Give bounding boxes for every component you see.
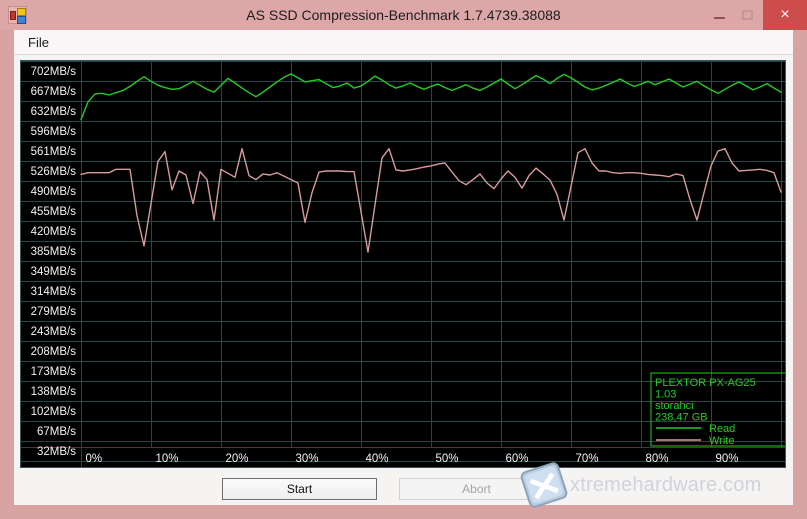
svg-text:90%: 90% [716, 453, 739, 465]
svg-text:596MB/s: 596MB/s [31, 126, 77, 138]
svg-text:67MB/s: 67MB/s [37, 426, 76, 438]
abort-button: Abort [399, 478, 554, 500]
svg-text:173MB/s: 173MB/s [31, 366, 77, 378]
svg-text:32MB/s: 32MB/s [37, 446, 76, 458]
app-icon-blue-square [17, 16, 26, 24]
svg-text:Write: Write [709, 435, 734, 447]
svg-text:60%: 60% [506, 453, 529, 465]
svg-text:238,47 GB: 238,47 GB [655, 412, 708, 424]
svg-text:385MB/s: 385MB/s [31, 246, 77, 258]
svg-text:138MB/s: 138MB/s [31, 386, 77, 398]
as-ssd-app-icon [8, 6, 27, 24]
svg-text:279MB/s: 279MB/s [31, 306, 77, 318]
maximize-icon [742, 10, 753, 20]
svg-text:702MB/s: 702MB/s [31, 66, 77, 78]
svg-text:30%: 30% [296, 453, 319, 465]
svg-text:80%: 80% [646, 453, 669, 465]
svg-text:420MB/s: 420MB/s [31, 226, 77, 238]
minimize-icon [714, 17, 725, 19]
app-icon-yellow-square [17, 8, 26, 16]
close-button[interactable]: × [763, 0, 807, 30]
svg-text:349MB/s: 349MB/s [31, 266, 77, 278]
svg-text:490MB/s: 490MB/s [31, 186, 77, 198]
chart-series [80, 73, 782, 253]
y-axis-labels: 702MB/s 667MB/s 632MB/s 596MB/s 561MB/s 526MB… [31, 66, 77, 458]
svg-text:314MB/s: 314MB/s [31, 286, 77, 298]
svg-text:526MB/s: 526MB/s [31, 166, 77, 178]
svg-text:40%: 40% [366, 453, 389, 465]
start-button[interactable]: Start [222, 478, 377, 500]
app-icon-red-square [10, 11, 16, 20]
svg-text:455MB/s: 455MB/s [31, 206, 77, 218]
benchmark-chart: 702MB/s 667MB/s 632MB/s 596MB/s 561MB/s 526MB… [20, 60, 786, 468]
minimize-button[interactable] [704, 0, 735, 30]
svg-text:0%: 0% [86, 453, 103, 465]
svg-text:208MB/s: 208MB/s [31, 346, 77, 358]
window-title: AS SSD Compression-Benchmark 1.7.4739.38… [246, 7, 561, 23]
menu-item-file[interactable]: File [28, 35, 49, 50]
svg-text:102MB/s: 102MB/s [31, 406, 77, 418]
svg-text:storahci: storahci [655, 400, 694, 412]
svg-text:561MB/s: 561MB/s [31, 146, 77, 158]
svg-text:50%: 50% [436, 453, 459, 465]
client-area: File 702MB/s 667MB/s 632MB/s 596MB/s 561MB/s… [14, 30, 793, 505]
svg-text:632MB/s: 632MB/s [31, 106, 77, 118]
chart-svg: 702MB/s 667MB/s 632MB/s 596MB/s 561MB/s 526MB… [21, 61, 785, 467]
svg-text:667MB/s: 667MB/s [31, 86, 77, 98]
svg-text:70%: 70% [576, 453, 599, 465]
svg-text:243MB/s: 243MB/s [31, 326, 77, 338]
menu-bar: File [14, 30, 793, 55]
title-bar[interactable]: AS SSD Compression-Benchmark 1.7.4739.38… [0, 0, 807, 30]
svg-text:20%: 20% [226, 453, 249, 465]
svg-text:PLEXTOR PX-AG25: PLEXTOR PX-AG25 [655, 377, 756, 389]
svg-text:1.03: 1.03 [655, 389, 676, 401]
svg-text:10%: 10% [156, 453, 179, 465]
svg-text:Read: Read [709, 423, 735, 435]
chart-gridlines [21, 61, 785, 467]
x-axis-labels: 0%10%20%30%40%50%60%70%80%90%100% [86, 453, 739, 465]
close-icon: × [780, 6, 790, 23]
maximize-button[interactable] [732, 0, 763, 30]
